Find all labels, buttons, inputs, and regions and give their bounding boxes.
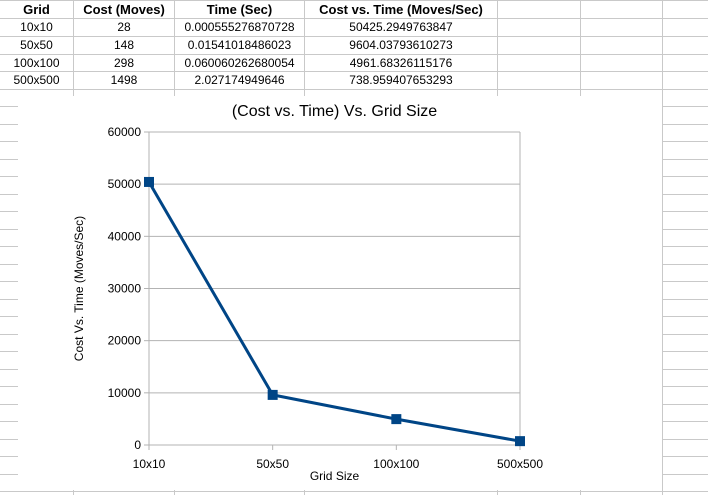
row-gridline — [0, 18, 708, 19]
data-point-marker — [144, 176, 154, 187]
cell-cost[interactable]: 148 — [113, 38, 135, 52]
cell-cost[interactable]: 298 — [113, 56, 135, 70]
row-gridline — [0, 36, 708, 37]
cell-grid-size[interactable]: 10x10 — [20, 20, 53, 34]
data-point-marker — [515, 436, 525, 447]
cell-cost[interactable]: 1498 — [110, 73, 138, 87]
cell-cost-vs-time[interactable]: 738.959407653293 — [349, 73, 453, 87]
y-tick-label: 20000 — [108, 334, 142, 348]
x-tick-label: 500x500 — [497, 457, 543, 471]
y-tick-label: 40000 — [108, 229, 142, 243]
chart-title: (Cost vs. Time) Vs. Grid Size — [232, 103, 437, 120]
cell-time[interactable]: 2.027174949646 — [194, 73, 285, 87]
y-tick-label: 30000 — [108, 282, 142, 296]
cell-time[interactable]: 0.01541018486023 — [187, 38, 292, 52]
cell-cost-vs-time[interactable]: 4961.68326115176 — [349, 56, 453, 70]
y-tick-label: 50000 — [108, 177, 142, 191]
cell-cost[interactable]: 28 — [117, 20, 131, 34]
x-tick-label: 50x50 — [256, 457, 289, 471]
y-tick-label: 0 — [134, 438, 141, 452]
row-gridline — [0, 89, 708, 90]
x-tick-label: 100x100 — [373, 457, 419, 471]
cell-cost-vs-time[interactable]: 50425.2949763847 — [349, 20, 453, 34]
line-chart: (Cost vs. Time) Vs. Grid Size 0 10000 20000… — [72, 103, 543, 483]
column-gridline — [662, 0, 663, 495]
chart-object[interactable]: (Cost vs. Time) Vs. Grid Size 0 10000 20000… — [18, 96, 662, 490]
data-point-marker — [267, 389, 278, 400]
row-gridline — [0, 0, 708, 1]
header-cost[interactable]: Cost (Moves) — [83, 2, 165, 17]
y-tick-label: 60000 — [108, 125, 142, 139]
cell-grid-size[interactable]: 50x50 — [20, 38, 53, 52]
header-time[interactable]: Time (Sec) — [206, 2, 273, 17]
header-grid[interactable]: Grid — [23, 2, 50, 17]
cell-grid-size[interactable]: 100x100 — [13, 56, 60, 70]
cell-time[interactable]: 0.000555276870728 — [184, 20, 295, 34]
series-line — [147, 181, 521, 443]
y-tick-label: 10000 — [108, 386, 142, 400]
row-gridline — [0, 491, 708, 492]
x-axis-title: Grid Size — [310, 469, 360, 483]
y-axis-title: Cost Vs. Time (Moves/Sec) — [72, 216, 86, 361]
cell-time[interactable]: 0.060060262680054 — [184, 56, 295, 70]
x-tick-label: 10x10 — [133, 457, 166, 471]
row-gridline — [0, 54, 708, 55]
row-gridline — [0, 71, 708, 72]
cell-grid-size[interactable]: 500x500 — [13, 73, 60, 87]
cell-cost-vs-time[interactable]: 9604.03793610273 — [349, 38, 453, 52]
data-point-marker — [391, 414, 402, 425]
header-cost-vs-time[interactable]: Cost vs. Time (Moves/Sec) — [319, 2, 483, 17]
